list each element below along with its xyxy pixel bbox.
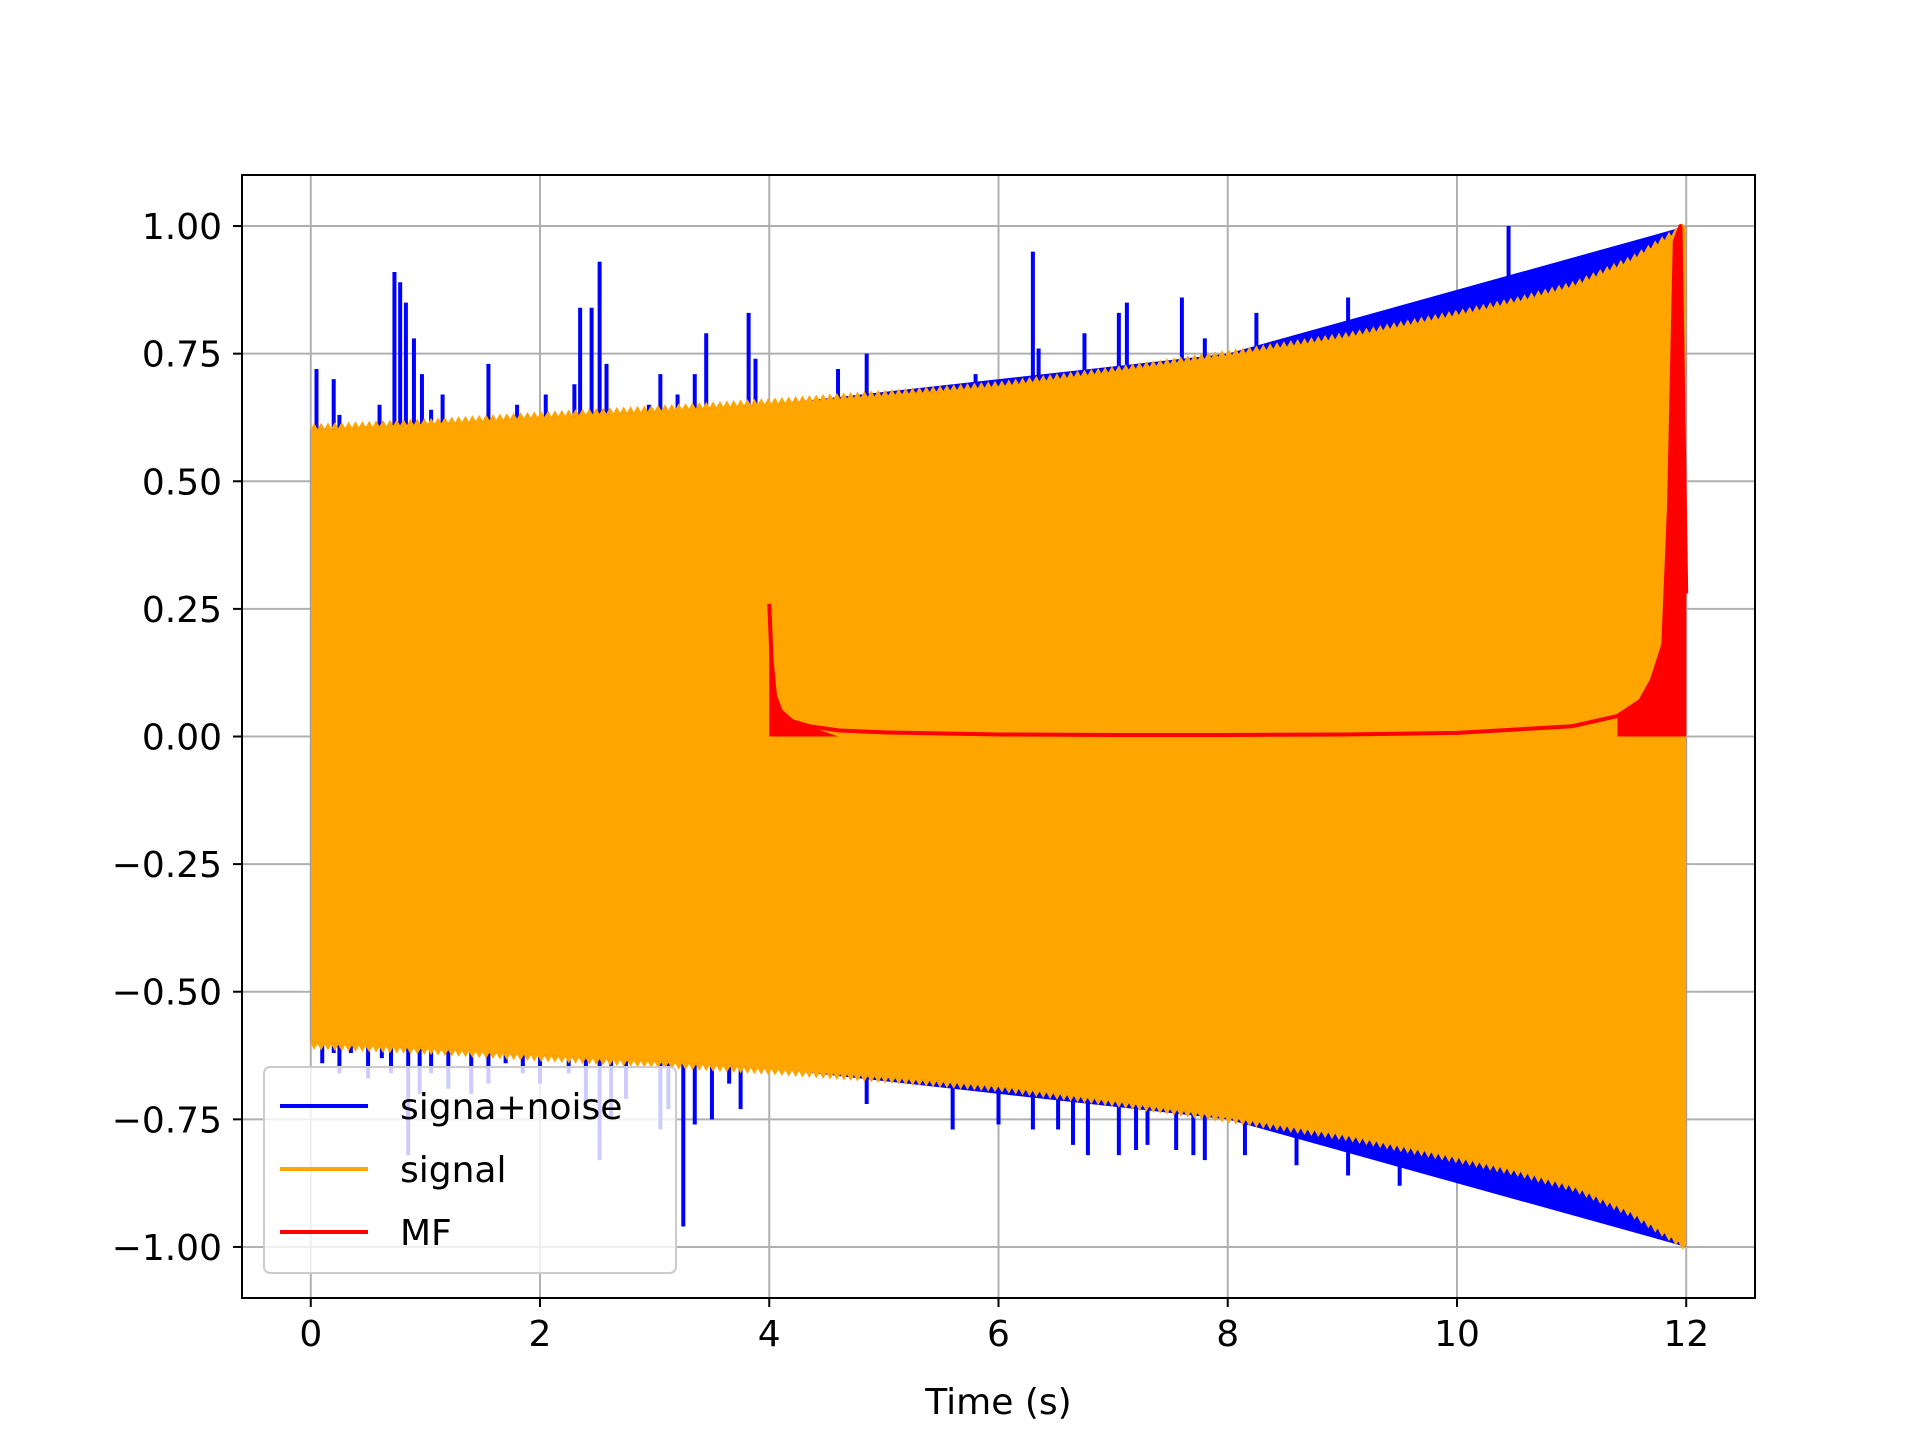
x-tick-label: 6 <box>987 1314 1010 1355</box>
legend-label: signal <box>400 1150 507 1191</box>
y-tick-label: 0.75 <box>142 335 222 376</box>
axis-ticks: 0 2 4 6 8 10 12 1.00 0.75 0.50 0.25 0.00 −0.25 −0.50 −… <box>112 207 1709 1355</box>
x-axis-label: Time (s) <box>924 1382 1071 1423</box>
legend-label: MF <box>400 1213 452 1254</box>
series-signal-band <box>310 226 1687 1247</box>
series-group <box>310 223 1689 1250</box>
x-tick-label: 4 <box>758 1314 781 1355</box>
y-tick-label: 0.50 <box>142 462 222 503</box>
x-tick-label: 8 <box>1216 1314 1239 1355</box>
legend: signa+noise signal MF <box>263 1066 677 1274</box>
y-tick-label: 0.00 <box>142 718 222 759</box>
y-tick-label: −1.00 <box>112 1228 222 1269</box>
series-mf-peak-fill <box>1617 226 1687 737</box>
series-mf-line <box>767 224 1689 737</box>
legend-box <box>263 1066 677 1274</box>
legend-label: signa+noise <box>400 1087 622 1128</box>
plot-area <box>310 223 1689 1250</box>
y-tick-label: −0.25 <box>112 845 222 886</box>
series-mf-onset-fill <box>769 603 839 737</box>
series-signal-edge <box>310 223 1687 1250</box>
x-tick-label: 10 <box>1434 1314 1480 1355</box>
x-tick-label: 12 <box>1663 1314 1709 1355</box>
y-tick-label: −0.50 <box>112 973 222 1014</box>
x-tick-label: 0 <box>299 1314 322 1355</box>
y-tick-label: −0.75 <box>112 1100 222 1141</box>
y-tick-label: 0.25 <box>142 590 222 631</box>
x-tick-label: 2 <box>529 1314 552 1355</box>
y-tick-label: 1.00 <box>142 207 222 248</box>
